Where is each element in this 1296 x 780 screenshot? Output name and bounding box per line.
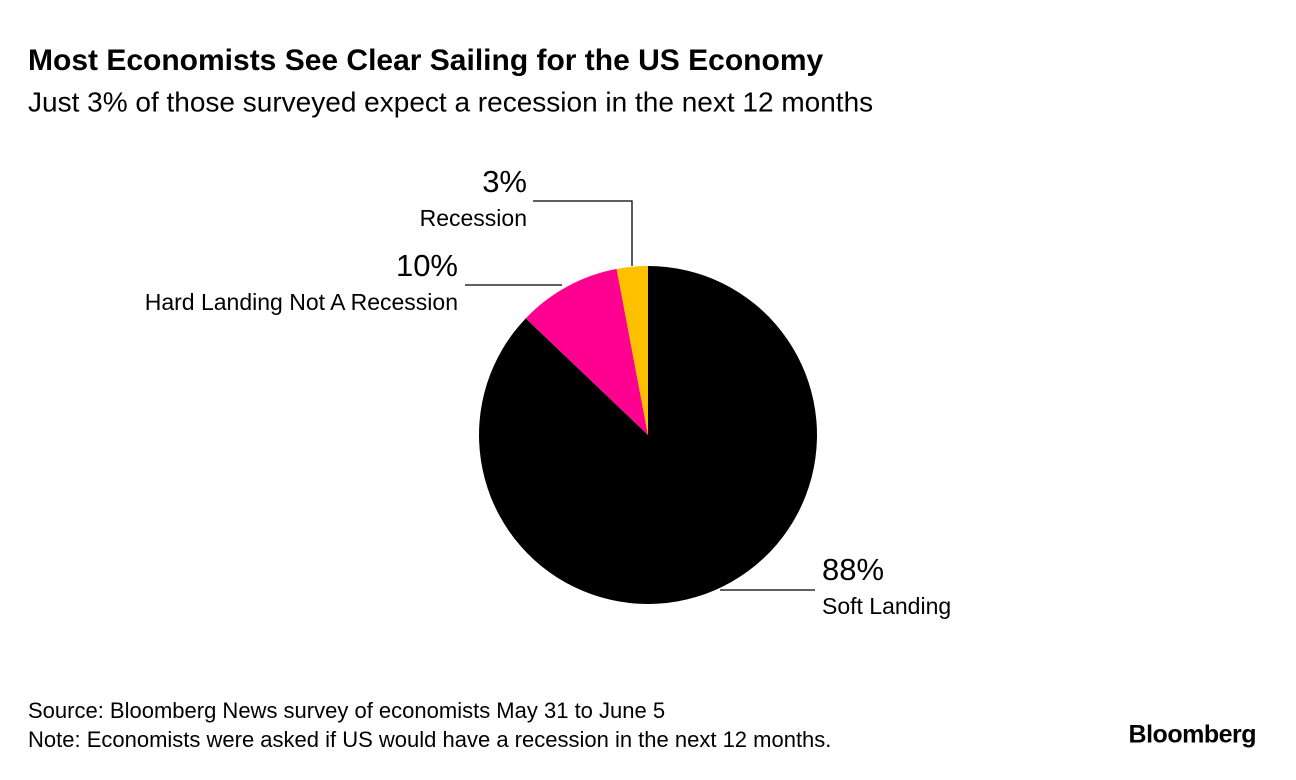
note: Note: Economists were asked if US would …: [28, 727, 831, 752]
pie-slice: [525, 268, 648, 435]
pie-slice: [479, 266, 818, 605]
value-label: 10%: [396, 248, 458, 283]
slice-label: Recession: [420, 205, 527, 231]
value-label: 88%: [822, 552, 884, 587]
value-label: 3%: [482, 164, 527, 199]
slice-label: Soft Landing: [822, 593, 951, 619]
leader-line: [533, 200, 633, 266]
slice-label: Hard Landing Not A Recession: [145, 289, 458, 315]
brand: Bloomberg: [1129, 721, 1256, 749]
pie-slice: [616, 266, 648, 435]
source: Source: Bloomberg News survey of economi…: [28, 698, 665, 723]
chart-subtitle: Just 3% of those surveyed expect a reces…: [28, 86, 873, 117]
chart-title: Most Economists See Clear Sailing for th…: [28, 44, 823, 77]
